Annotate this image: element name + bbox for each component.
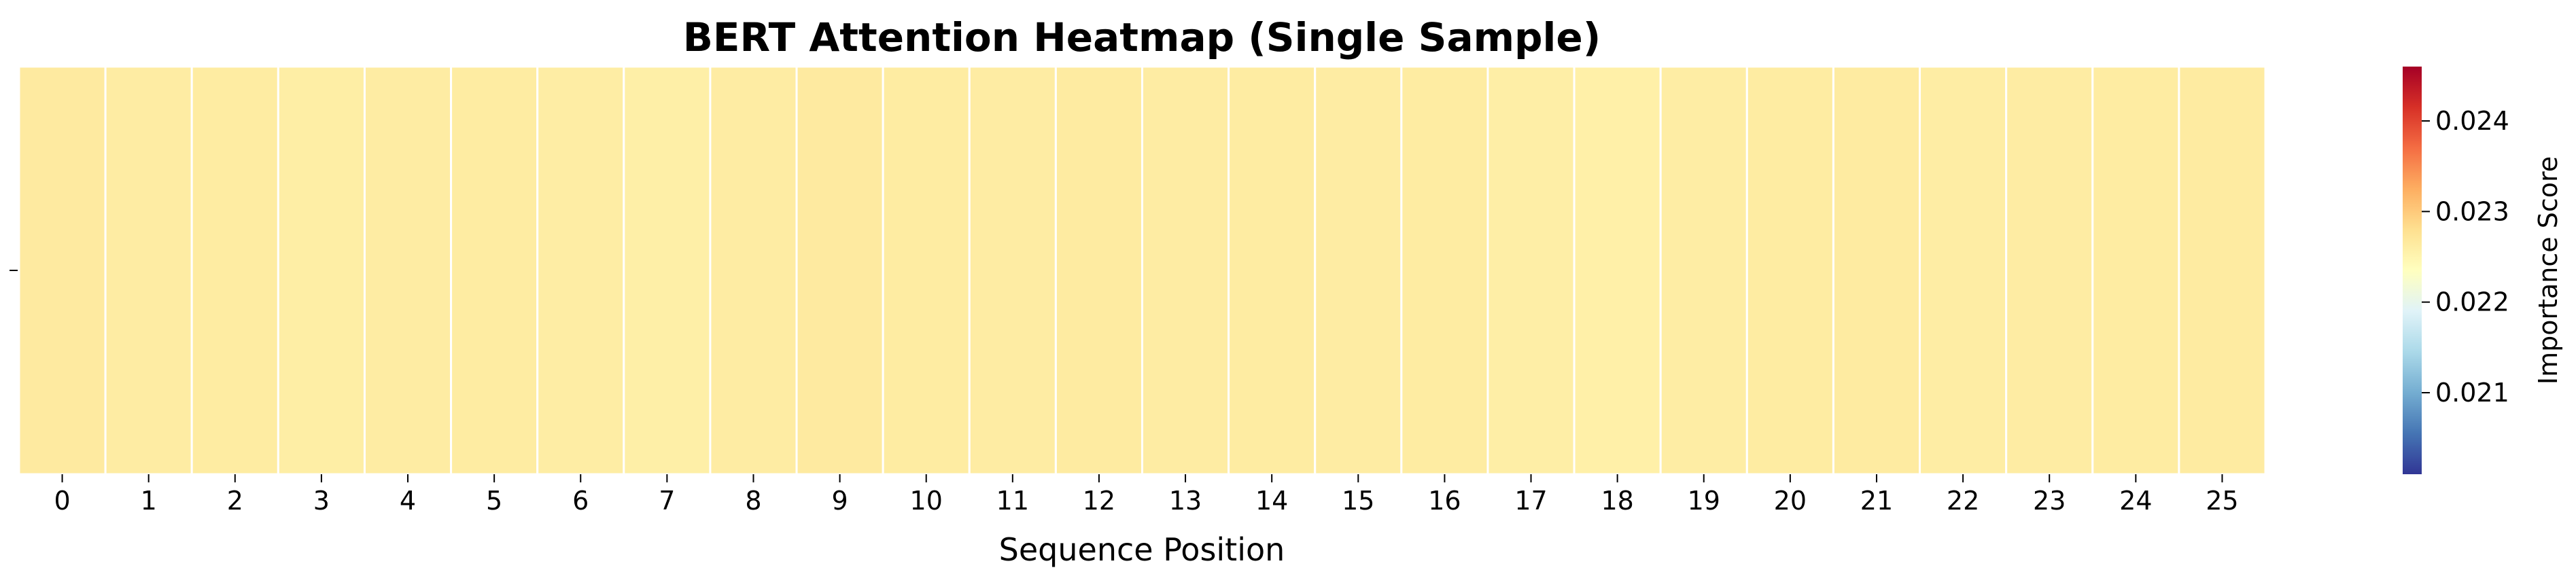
x-tick-label: 3 bbox=[313, 486, 330, 516]
x-tick-label: 4 bbox=[400, 486, 416, 516]
x-tick-label: 2 bbox=[227, 486, 243, 516]
colorbar-tick-label: 0.022 bbox=[2435, 287, 2509, 317]
heatmap-cell bbox=[1832, 65, 1921, 476]
heatmap-cell bbox=[104, 65, 193, 476]
x-tick-label: 7 bbox=[659, 486, 675, 516]
x-tick-label: 14 bbox=[1255, 486, 1288, 516]
x-tick-label: 13 bbox=[1169, 486, 1202, 516]
heatmap-cell bbox=[795, 65, 884, 476]
x-tick-label: 6 bbox=[572, 486, 589, 516]
x-tick-label: 21 bbox=[1860, 486, 1893, 516]
x-tick-label: 9 bbox=[832, 486, 848, 516]
heatmap-cell bbox=[709, 65, 798, 476]
x-tick-label: 24 bbox=[2119, 486, 2152, 516]
colorbar-ticks: 0.021 0.022 0.023 0.024 bbox=[2422, 106, 2509, 408]
x-axis-ticks: 0 1 2 3 4 5 6 7 8 9 10 11 12 13 14 15 16 17 18 19 20 21 22 23 24… bbox=[54, 474, 2239, 516]
heatmap-cell bbox=[190, 65, 279, 476]
colorbar-tick-label: 0.021 bbox=[2435, 378, 2509, 408]
x-tick-label: 20 bbox=[1774, 486, 1807, 516]
heatmap-cell bbox=[1400, 65, 1489, 476]
heatmap-cells bbox=[18, 65, 2267, 476]
colorbar-label: Importance Score bbox=[2533, 156, 2563, 385]
colorbar bbox=[2403, 67, 2422, 474]
heatmap-cell bbox=[1141, 65, 1230, 476]
heatmap-cell bbox=[18, 65, 107, 476]
heatmap-cell bbox=[2091, 65, 2180, 476]
x-axis-label: Sequence Position bbox=[999, 531, 1285, 568]
x-tick-label: 12 bbox=[1083, 486, 1115, 516]
x-tick-label: 15 bbox=[1342, 486, 1374, 516]
heatmap-cell bbox=[1745, 65, 1834, 476]
x-tick-label: 17 bbox=[1514, 486, 1547, 516]
x-tick-label: 18 bbox=[1601, 486, 1633, 516]
heatmap-cell bbox=[2178, 65, 2267, 476]
x-tick-label: 16 bbox=[1428, 486, 1461, 516]
heatmap-cell bbox=[450, 65, 539, 476]
heatmap-cell bbox=[277, 65, 366, 476]
heatmap-cell bbox=[1314, 65, 1403, 476]
heatmap-cell bbox=[1486, 65, 1576, 476]
heatmap-cell bbox=[1573, 65, 1662, 476]
heatmap-cell bbox=[1054, 65, 1144, 476]
x-tick-label: 23 bbox=[2033, 486, 2066, 516]
heatmap-cell bbox=[1919, 65, 2008, 476]
x-tick-label: 22 bbox=[1947, 486, 1979, 516]
x-tick-label: 1 bbox=[141, 486, 157, 516]
heatmap-cell bbox=[968, 65, 1057, 476]
x-tick-label: 5 bbox=[486, 486, 502, 516]
heatmap-cell bbox=[536, 65, 625, 476]
heatmap-cell bbox=[2005, 65, 2094, 476]
heatmap-cell bbox=[363, 65, 453, 476]
x-tick-label: 25 bbox=[2206, 486, 2238, 516]
colorbar-tick-label: 0.024 bbox=[2435, 106, 2509, 136]
heatmap-cell bbox=[623, 65, 712, 476]
chart-title: BERT Attention Heatmap (Single Sample) bbox=[683, 14, 1601, 60]
x-tick-label: 10 bbox=[910, 486, 943, 516]
heatmap-cell bbox=[1659, 65, 1748, 476]
heatmap-cell bbox=[1228, 65, 1317, 476]
heatmap-cell bbox=[882, 65, 971, 476]
colorbar-tick-label: 0.023 bbox=[2435, 196, 2509, 226]
x-tick-label: 19 bbox=[1688, 486, 1720, 516]
x-tick-label: 0 bbox=[54, 486, 70, 516]
x-tick-label: 8 bbox=[745, 486, 761, 516]
x-tick-label: 11 bbox=[996, 486, 1029, 516]
